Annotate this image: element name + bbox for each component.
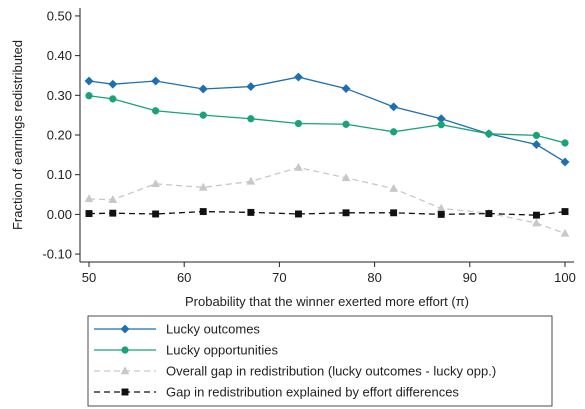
data-point [561,208,569,216]
x-tick-label: 100 [554,270,576,285]
data-point [342,120,350,128]
y-tick-label: 0.30 [47,88,72,103]
data-point [247,115,255,123]
series-1 [84,72,570,167]
data-point [341,173,351,182]
data-point [294,162,303,171]
data-point [293,72,303,82]
x-tick-label: 50 [82,270,96,285]
data-point [437,121,445,129]
data-point [198,182,208,191]
legend-label: Lucky opportunities [166,343,279,358]
x-tick-label: 80 [367,270,381,285]
x-tick-label: 70 [272,270,286,285]
data-point [246,82,256,92]
series-2 [85,92,569,147]
data-point [247,208,255,216]
legend-item: Gap in redistribution explained by effor… [94,385,459,400]
x-tick-label: 90 [463,270,477,285]
legend: Lucky outcomes Lucky opportunities Overall… [87,315,553,407]
plot-area [79,8,574,263]
legend-item: Lucky outcomes [94,322,260,337]
series-line [88,95,566,144]
data-point [389,128,398,136]
y-tick-label: 0.50 [47,8,72,23]
data-point [294,119,303,128]
legend-swatch-marker [121,388,129,396]
x-axis: 50 60 70 80 90 100 [82,262,576,285]
y-tick-label: 0.10 [47,167,72,182]
data-point [84,194,94,203]
data-point [85,92,93,100]
legend-label: Gap in redistribution explained by effor… [166,385,459,400]
y-tick-label: 0.40 [47,48,72,63]
data-point [294,210,302,218]
data-point [531,139,541,150]
data-point [199,111,207,119]
series-line [88,76,566,163]
y-axis: -0.10 0.00 0.10 0.20 0.30 0.40 0.50 [42,8,80,262]
data-point [84,76,94,86]
data-point [109,209,117,217]
x-axis-title: Probability that the winner exerted more… [185,294,469,309]
legend-item: Overall gap in redistribution (lucky out… [94,364,496,379]
series-4 [85,208,569,219]
legend-swatch-marker [120,324,130,334]
data-point [151,179,161,188]
data-point [341,84,351,94]
data-point [532,218,541,227]
data-point [485,130,493,138]
plot-background [80,8,574,262]
data-point [85,210,93,218]
data-point [108,79,118,89]
y-axis-title: Fraction of earnings redistributed [10,40,25,230]
data-point [198,84,208,94]
y-tick-label: 0.20 [47,128,72,143]
data-point [199,208,207,216]
legend-box [87,315,553,407]
y-tick-label: -0.10 [42,247,72,262]
data-point [389,183,399,192]
series-line [88,210,566,216]
series-layer [84,72,570,237]
legend-label: Overall gap in redistribution (lucky out… [166,364,496,379]
data-point [532,211,540,219]
data-point [151,76,161,86]
legend-swatch-marker [121,346,129,354]
data-point [560,157,570,167]
series-line [88,166,566,235]
data-point [561,139,569,147]
data-point [246,176,256,185]
legend-label: Lucky outcomes [166,322,260,337]
y-tick-label: 0.00 [47,207,72,222]
data-point [389,102,399,112]
data-point [485,210,493,218]
data-point [437,210,445,218]
data-point [390,209,398,217]
data-point [108,194,118,203]
x-tick-label: 60 [177,270,191,285]
data-point [342,209,350,217]
data-point [152,210,160,218]
data-point [532,131,541,140]
legend-item: Lucky opportunities [94,343,279,358]
data-point [109,95,117,103]
data-point [151,107,160,115]
legend-swatch-marker [120,366,130,375]
data-point [560,228,570,237]
